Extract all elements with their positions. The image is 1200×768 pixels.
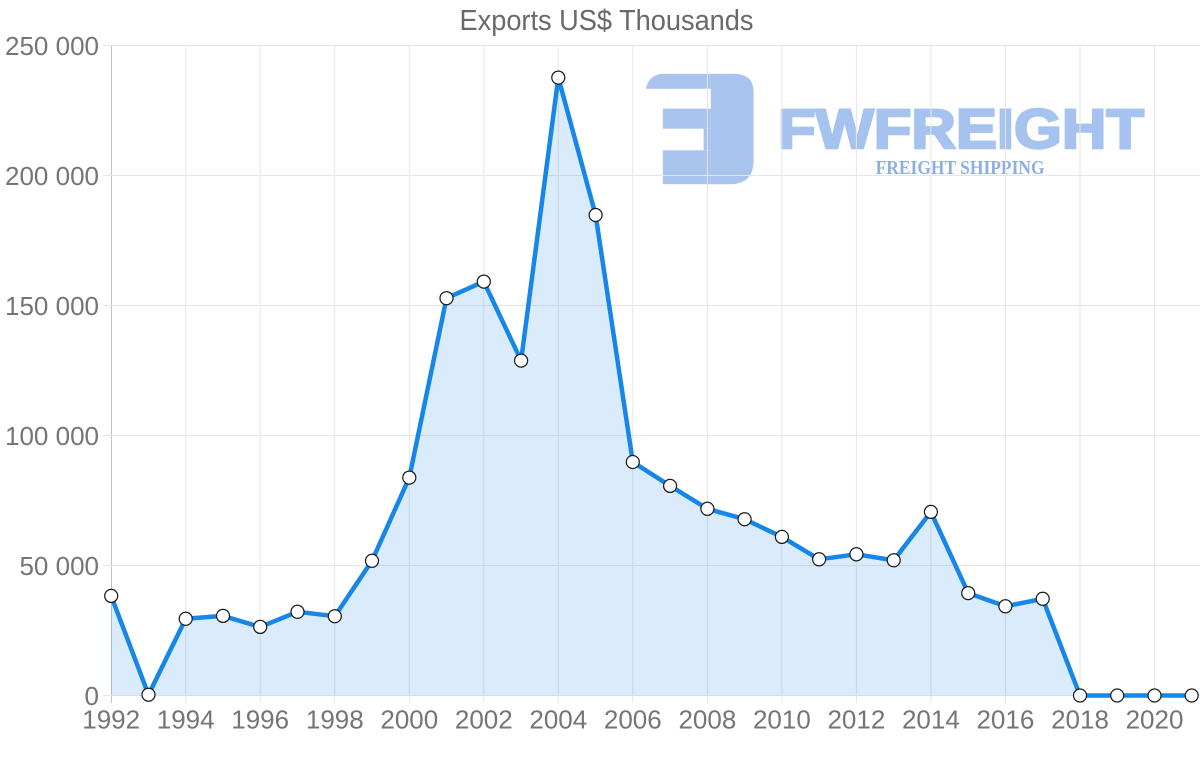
svg-text:150 000: 150 000 [5,291,99,321]
svg-text:1996: 1996 [231,705,289,735]
svg-text:1994: 1994 [157,705,215,735]
svg-text:2006: 2006 [604,705,662,735]
svg-text:2016: 2016 [976,705,1034,735]
svg-text:2020: 2020 [1126,705,1184,735]
svg-text:2002: 2002 [455,705,513,735]
svg-text:FREIGHT SHIPPING: FREIGHT SHIPPING [876,157,1045,179]
svg-text:2012: 2012 [827,705,885,735]
svg-text:2014: 2014 [902,705,960,735]
svg-text:2008: 2008 [678,705,736,735]
svg-text:1992: 1992 [82,705,140,735]
svg-text:1998: 1998 [306,705,364,735]
svg-text:250 000: 250 000 [5,31,99,61]
svg-text:200 000: 200 000 [5,161,99,191]
svg-text:50 000: 50 000 [19,551,99,581]
svg-text:Exports US$ Thousands: Exports US$ Thousands [460,5,754,37]
svg-text:2004: 2004 [529,705,587,735]
svg-text:FWFREIGHT: FWFREIGHT [778,97,1144,160]
svg-text:2010: 2010 [753,705,811,735]
svg-text:100 000: 100 000 [5,421,99,451]
svg-text:0: 0 [85,681,99,711]
svg-text:2000: 2000 [380,705,438,735]
svg-text:2018: 2018 [1051,705,1109,735]
